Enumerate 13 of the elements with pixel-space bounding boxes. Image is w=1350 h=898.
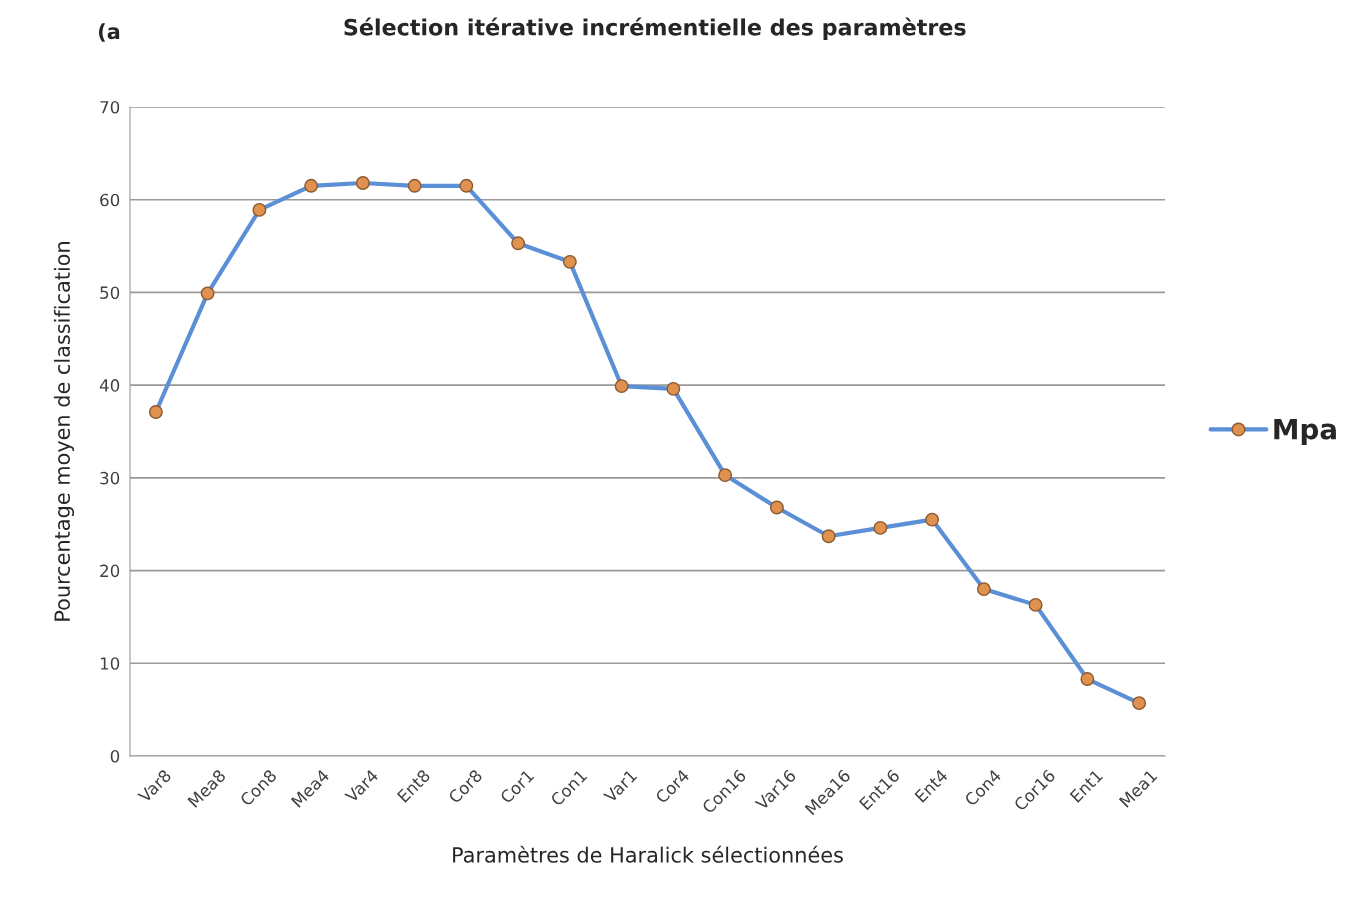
- y-tick-label: 50: [100, 286, 120, 299]
- x-axis-title: Paramètres de Haralick sélectionnées: [453, 845, 843, 863]
- y-tick-label: 70: [100, 100, 120, 114]
- y-tick-label: 20: [100, 564, 120, 578]
- y-tick-label: 0: [110, 749, 120, 763]
- chart-title: Sélection itérative incrémentielle des paramètres: [344, 17, 966, 40]
- legend-label: Mpa: [1274, 418, 1336, 445]
- y-tick-label: 30: [100, 471, 120, 485]
- y-tick-label: 60: [100, 193, 120, 207]
- y-tick-label: 10: [100, 657, 120, 670]
- y-tick-label: 40: [99, 379, 120, 392]
- y-axis-title: Pourcentage moyen de classification: [53, 242, 75, 621]
- text: (a: [98, 23, 120, 42]
